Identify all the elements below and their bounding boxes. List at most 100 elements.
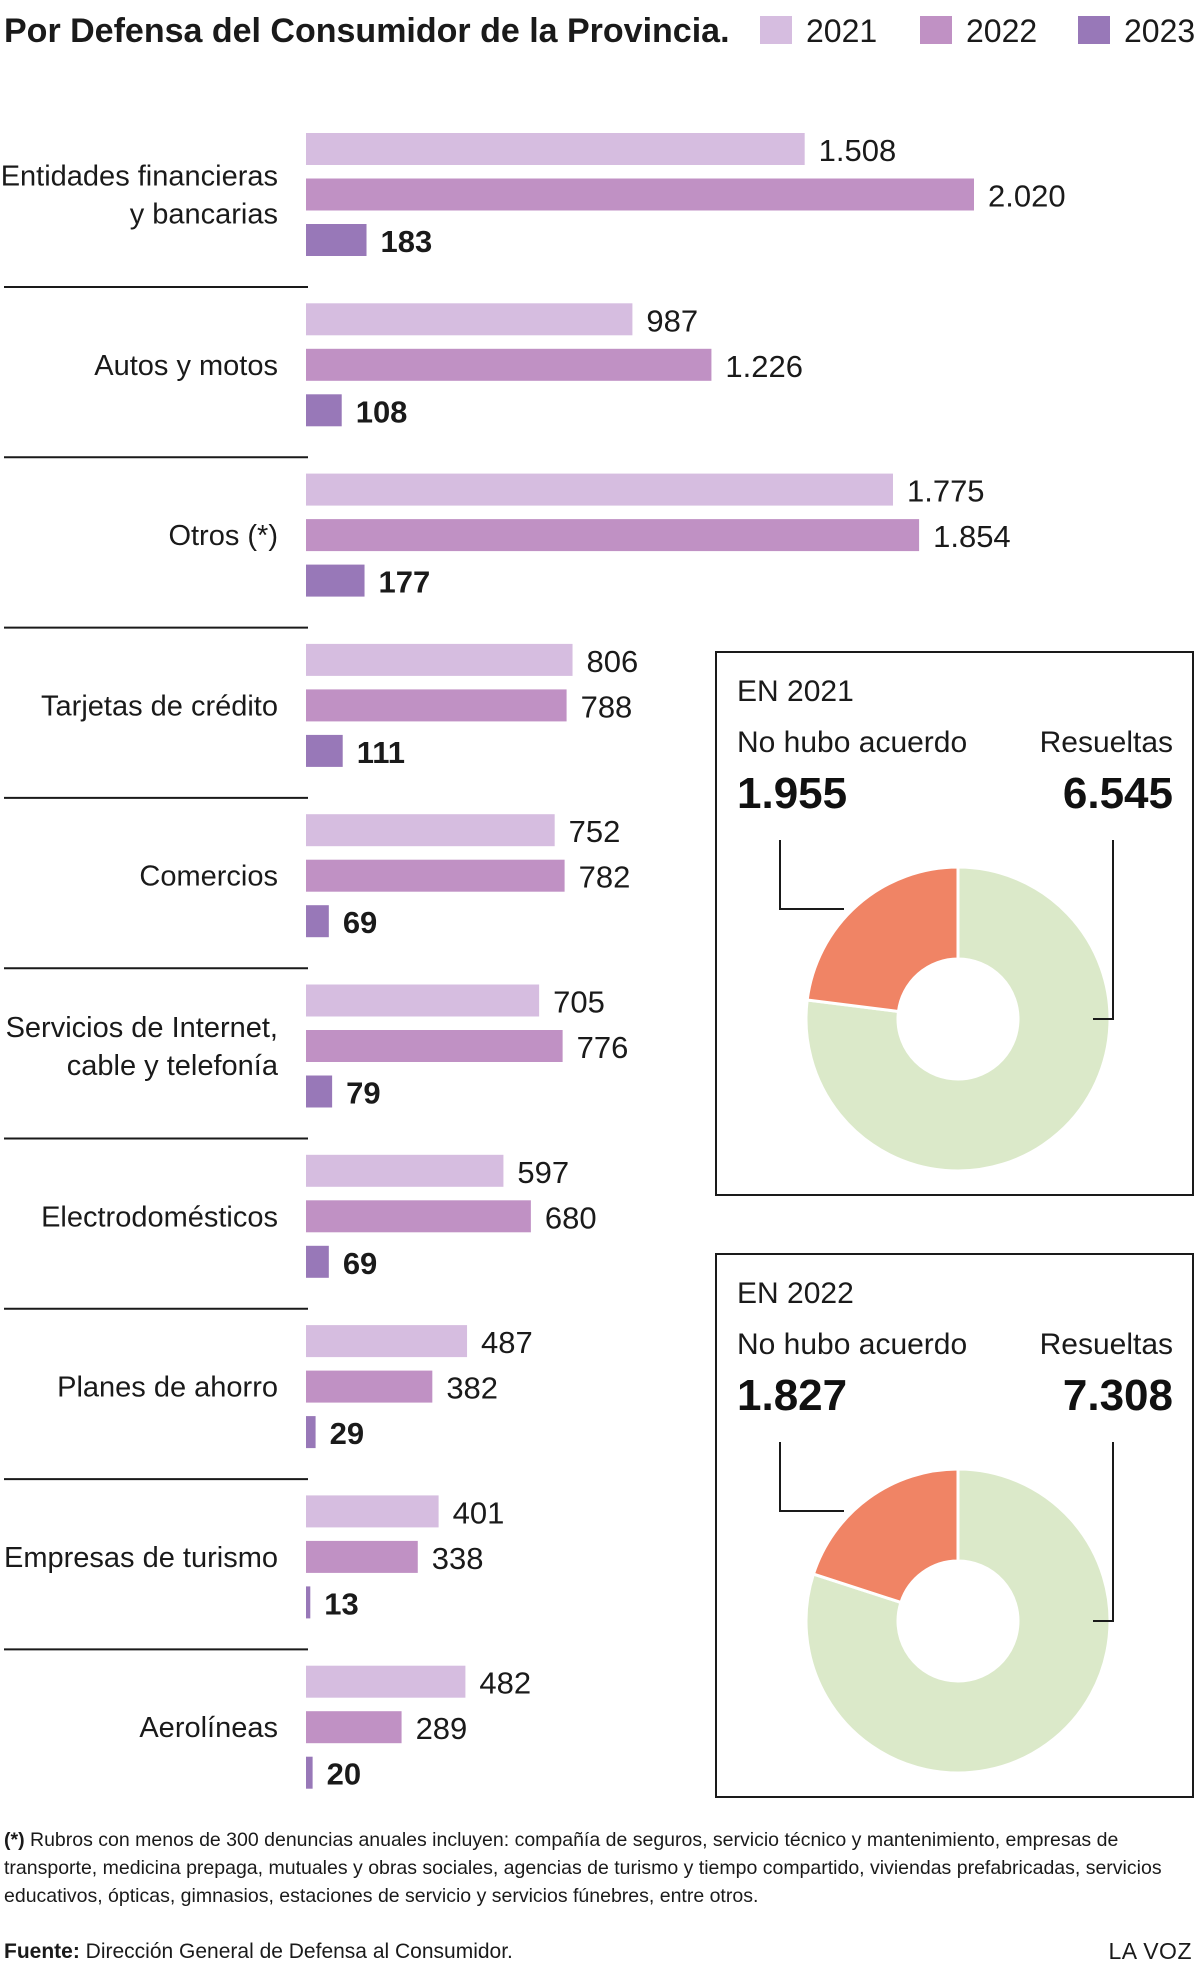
donut-label-resueltas: Resueltas: [1040, 1328, 1173, 1361]
bar-2021: [306, 1154, 504, 1187]
value-label-2023: 108: [356, 394, 408, 429]
bar-group: Servicios de Internet, cable y telefonía 7…: [4, 984, 629, 1140]
bar-2023: [306, 1586, 311, 1619]
donut-value-no-acuerdo: 1.827: [737, 1371, 847, 1420]
bar-2021: [306, 133, 805, 165]
value-label-2023: 69: [343, 1246, 377, 1281]
donut-slice-no-acuerdo: [805, 865, 960, 1014]
leader-line-resueltas: [1093, 1442, 1114, 1622]
bar-2023: [306, 1075, 333, 1108]
bar-2021: [306, 643, 573, 676]
value-label-2022: 1.226: [725, 349, 803, 384]
bar-2022: [306, 1711, 402, 1744]
source-text: Dirección General de Defensa al Consumid…: [79, 1940, 513, 1963]
value-label-2021: 401: [453, 1495, 505, 1530]
bar-2022: [306, 348, 712, 381]
bar-2022: [306, 1540, 418, 1573]
bar-2021: [306, 984, 540, 1017]
value-label-2022: 382: [446, 1371, 498, 1406]
bar-2021: [306, 1325, 468, 1358]
chart-title: Por Defensa del Consumidor de la Provinc…: [4, 12, 730, 50]
category-label: y bancarias: [130, 199, 278, 231]
value-label-2023: 177: [379, 565, 431, 600]
legend-swatch-2022: [920, 16, 952, 44]
value-label-2023: 69: [343, 905, 377, 940]
legend-label-2022: 2022: [966, 13, 1037, 49]
category-label: Comercios: [139, 861, 278, 893]
value-label-2021: 752: [569, 814, 621, 849]
category-label: Planes de ahorro: [57, 1372, 278, 1404]
leader-line-resueltas: [1093, 840, 1114, 1020]
brand-logo-text: LA VOZ: [1108, 1938, 1192, 1964]
value-label-2022: 289: [416, 1711, 468, 1746]
bar-group: Otros (*) 1.775 1.854 177: [4, 473, 1011, 629]
bar-group: Aerolíneas 482 289 20: [139, 1665, 531, 1792]
donut-slice-resueltas: [804, 1467, 1112, 1775]
value-label-2021: 1.508: [819, 133, 897, 168]
value-label-2021: 987: [646, 303, 698, 338]
footnote-text: Rubros con menos de 300 denuncias anuale…: [4, 1829, 1162, 1907]
bar-group: Entidades financieras y bancarias 1.508 2.0…: [1, 133, 1066, 288]
donut-value-resueltas: 6.545: [1063, 769, 1173, 818]
donut-slice-no-acuerdo: [811, 1467, 960, 1605]
value-label-2023: 111: [357, 735, 405, 770]
value-label-2022: 338: [432, 1541, 484, 1576]
category-label: Autos y motos: [94, 350, 278, 382]
bar-2022: [306, 1200, 531, 1233]
donut-value-resueltas: 7.308: [1063, 1371, 1173, 1420]
bar-group: Autos y motos 987 1.226 108: [4, 303, 803, 459]
category-label: cable y telefonía: [67, 1050, 279, 1082]
bar-2023: [306, 1416, 316, 1449]
bar-2023: [306, 734, 343, 767]
footnote: (*) Rubros con menos de 300 denuncias an…: [4, 1826, 1194, 1910]
bar-2022: [306, 1370, 433, 1403]
legend: 2021 2022 2023: [760, 13, 1195, 49]
donut-panel: EN 2022 No hubo acuerdo 1.827 Resueltas 7.30…: [715, 1253, 1194, 1798]
legend-swatch-2023: [1078, 16, 1110, 44]
bar-2021: [306, 1495, 439, 1528]
value-label-2023: 20: [327, 1757, 361, 1792]
bar-2021: [306, 473, 893, 506]
donut-charts: EN 2021 No hubo acuerdo 1.955 Resueltas 6.54…: [715, 651, 1194, 1798]
value-label-2022: 782: [579, 860, 631, 895]
category-label: Aerolíneas: [139, 1712, 278, 1744]
source-line: Fuente: Dirección General de Defensa al …: [4, 1940, 513, 1964]
bar-and-donut-chart: Por Defensa del Consumidor de la Provinc…: [1, 12, 1195, 1798]
donut-label-no-acuerdo: No hubo acuerdo: [737, 1328, 967, 1361]
bar-group: Comercios 752 782 69: [4, 814, 631, 970]
bar-2022: [306, 1030, 563, 1062]
value-label-2021: 597: [517, 1155, 569, 1190]
footnote-mark: (*): [4, 1829, 25, 1851]
bar-group: Electrodomésticos 597 680 69: [4, 1154, 597, 1310]
value-label-2021: 806: [587, 644, 639, 679]
bar-2021: [306, 1665, 466, 1698]
bar-2022: [306, 519, 920, 552]
bar-2023: [306, 905, 329, 938]
bar-2023: [306, 564, 365, 597]
bar-2022: [306, 689, 567, 722]
value-label-2021: 482: [479, 1666, 531, 1701]
value-label-2022: 2.020: [988, 179, 1066, 214]
donut-label-resueltas: Resueltas: [1040, 726, 1173, 759]
bar-chart: Entidades financieras y bancarias 1.508 2.0…: [1, 133, 1066, 1792]
value-label-2022: 776: [577, 1030, 629, 1065]
bar-2023: [306, 1756, 313, 1789]
value-label-2022: 1.854: [933, 519, 1011, 554]
donut-value-no-acuerdo: 1.955: [737, 769, 847, 818]
category-label: Empresas de turismo: [4, 1542, 278, 1574]
value-label-2023: 29: [330, 1416, 364, 1451]
bar-2023: [306, 394, 342, 427]
donut-panel: EN 2021 No hubo acuerdo 1.955 Resueltas 6.54…: [715, 651, 1194, 1196]
bar-2022: [306, 178, 974, 211]
category-label: Servicios de Internet,: [6, 1012, 278, 1044]
donut-label-no-acuerdo: No hubo acuerdo: [737, 726, 967, 759]
bar-2022: [306, 859, 565, 892]
value-label-2023: 79: [346, 1076, 380, 1111]
value-label-2021: 1.775: [907, 474, 985, 509]
donut-title: EN 2022: [737, 1277, 854, 1310]
bar-2023: [306, 224, 367, 256]
value-label-2021: 705: [553, 985, 605, 1020]
bar-group: Tarjetas de crédito 806 788 111: [4, 643, 639, 799]
category-label: Electrodomésticos: [41, 1201, 278, 1233]
